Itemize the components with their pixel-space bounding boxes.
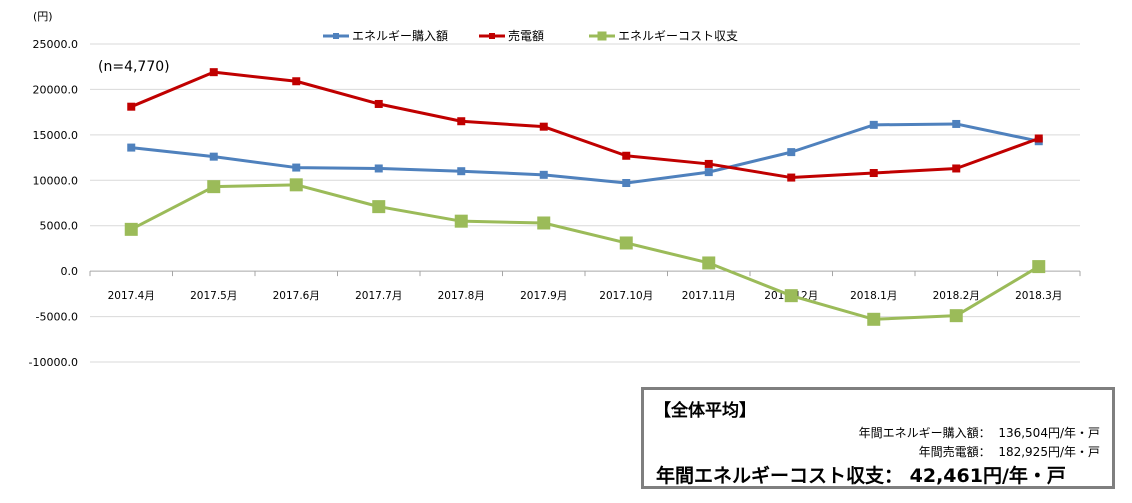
data-point xyxy=(539,122,548,131)
line-chart: 25000.0 20000.0 15000.0 10000.0 5000.0 0.0 -50… xyxy=(29,10,1081,369)
legend-label: エネルギーコスト収支 xyxy=(618,29,738,43)
data-point xyxy=(539,170,548,179)
x-tick-label: 2017.10月 xyxy=(599,290,653,302)
data-point xyxy=(704,159,713,168)
x-tick-label: 2017.9月 xyxy=(520,290,567,302)
series-line xyxy=(131,122,1040,185)
sales-label: 年間売電額： xyxy=(918,445,991,459)
y-unit-label: (円) xyxy=(33,10,53,23)
data-point xyxy=(784,289,798,303)
data-point xyxy=(704,168,713,177)
data-point xyxy=(457,117,466,126)
y-axis-tick-labels: 25000.0 20000.0 15000.0 10000.0 5000.0 0.0 -50… xyxy=(29,38,78,369)
x-tick-label: 2018.1月 xyxy=(850,290,897,302)
data-point xyxy=(869,169,878,178)
y-tick-label: 10000.0 xyxy=(33,174,79,187)
sales-row: 年間売電額： 182,925円/年・戸 xyxy=(919,443,1100,460)
data-point xyxy=(952,164,961,173)
x-tick-label: 2017.7月 xyxy=(355,290,402,302)
data-point xyxy=(869,120,878,129)
data-point xyxy=(952,119,961,128)
y-tick-label: 15000.0 xyxy=(33,129,79,142)
data-point xyxy=(454,214,468,228)
data-point xyxy=(787,148,796,157)
data-point xyxy=(292,77,301,86)
data-point xyxy=(1032,260,1046,274)
data-point xyxy=(374,99,383,108)
x-tick-label: 2018.3月 xyxy=(1015,290,1062,302)
x-tick-label: 2017.6月 xyxy=(273,290,320,302)
legend: エネルギー購入額 売電額 エネルギーコスト収支 xyxy=(323,28,738,43)
sample-size-annotation: (n=4,770) xyxy=(98,59,170,75)
data-point xyxy=(537,216,551,230)
legend-swatch-marker xyxy=(597,31,607,41)
data-point xyxy=(127,143,136,152)
x-tick-label: 2017.8月 xyxy=(438,290,485,302)
series-line xyxy=(130,70,1040,180)
data-point xyxy=(702,256,716,270)
x-tick-label: 2017.4月 xyxy=(108,290,155,302)
x-tick-label: 2017.5月 xyxy=(190,290,237,302)
series-1 xyxy=(127,119,1043,188)
balance-value: 42,461円/年・戸 xyxy=(909,465,1066,487)
data-point xyxy=(457,167,466,176)
balance-label: 年間エネルギーコスト収支： xyxy=(656,465,904,487)
data-point xyxy=(372,200,386,214)
series-line xyxy=(130,183,1040,321)
y-tick-label: -10000.0 xyxy=(29,356,78,369)
y-tick-label: 20000.0 xyxy=(33,83,79,96)
data-point xyxy=(289,178,303,192)
data-point xyxy=(292,163,301,172)
purchase-label: 年間エネルギー購入額： xyxy=(858,426,991,440)
summary-title: 【全体平均】 xyxy=(654,401,756,421)
data-point xyxy=(949,309,963,323)
series-2 xyxy=(127,68,1043,182)
x-tick-label: 2018.2月 xyxy=(933,290,980,302)
data-point xyxy=(209,152,218,161)
summary-box: 【全体平均】 年間エネルギー購入額： 136,504円/年・戸 年間売電額： 1… xyxy=(641,387,1115,489)
purchase-value: 136,504円/年・戸 xyxy=(998,426,1100,440)
series-group xyxy=(124,68,1046,326)
legend-swatch-marker xyxy=(333,33,339,39)
series-3 xyxy=(124,178,1046,326)
purchase-row: 年間エネルギー購入額： 136,504円/年・戸 xyxy=(859,424,1100,441)
x-tick-label: 2017.11月 xyxy=(682,290,736,302)
data-point xyxy=(374,164,383,173)
data-point xyxy=(207,180,221,194)
data-point xyxy=(622,151,631,160)
data-point xyxy=(124,222,138,236)
data-point xyxy=(127,102,136,111)
data-point xyxy=(619,236,633,250)
y-tick-label: 25000.0 xyxy=(33,38,79,51)
data-point xyxy=(622,179,631,188)
data-point xyxy=(867,312,881,326)
sales-value: 182,925円/年・戸 xyxy=(998,445,1100,459)
x-axis-tick-labels: 2017.4月 2017.5月 2017.6月 2017.7月 2017.8月 2017.… xyxy=(108,290,1063,302)
y-tick-label: 0.0 xyxy=(61,265,79,278)
grid-lines xyxy=(89,43,1081,363)
y-tick-label: 5000.0 xyxy=(40,220,79,233)
legend-swatch-marker xyxy=(489,33,495,39)
data-point xyxy=(209,68,218,77)
data-point xyxy=(787,173,796,182)
legend-label: エネルギー購入額 xyxy=(352,29,448,43)
balance-row: 年間エネルギーコスト収支： 42,461円/年・戸 xyxy=(656,461,1066,488)
data-point xyxy=(1034,134,1043,143)
legend-label: 売電額 xyxy=(508,28,544,43)
y-tick-label: -5000.0 xyxy=(36,311,78,324)
